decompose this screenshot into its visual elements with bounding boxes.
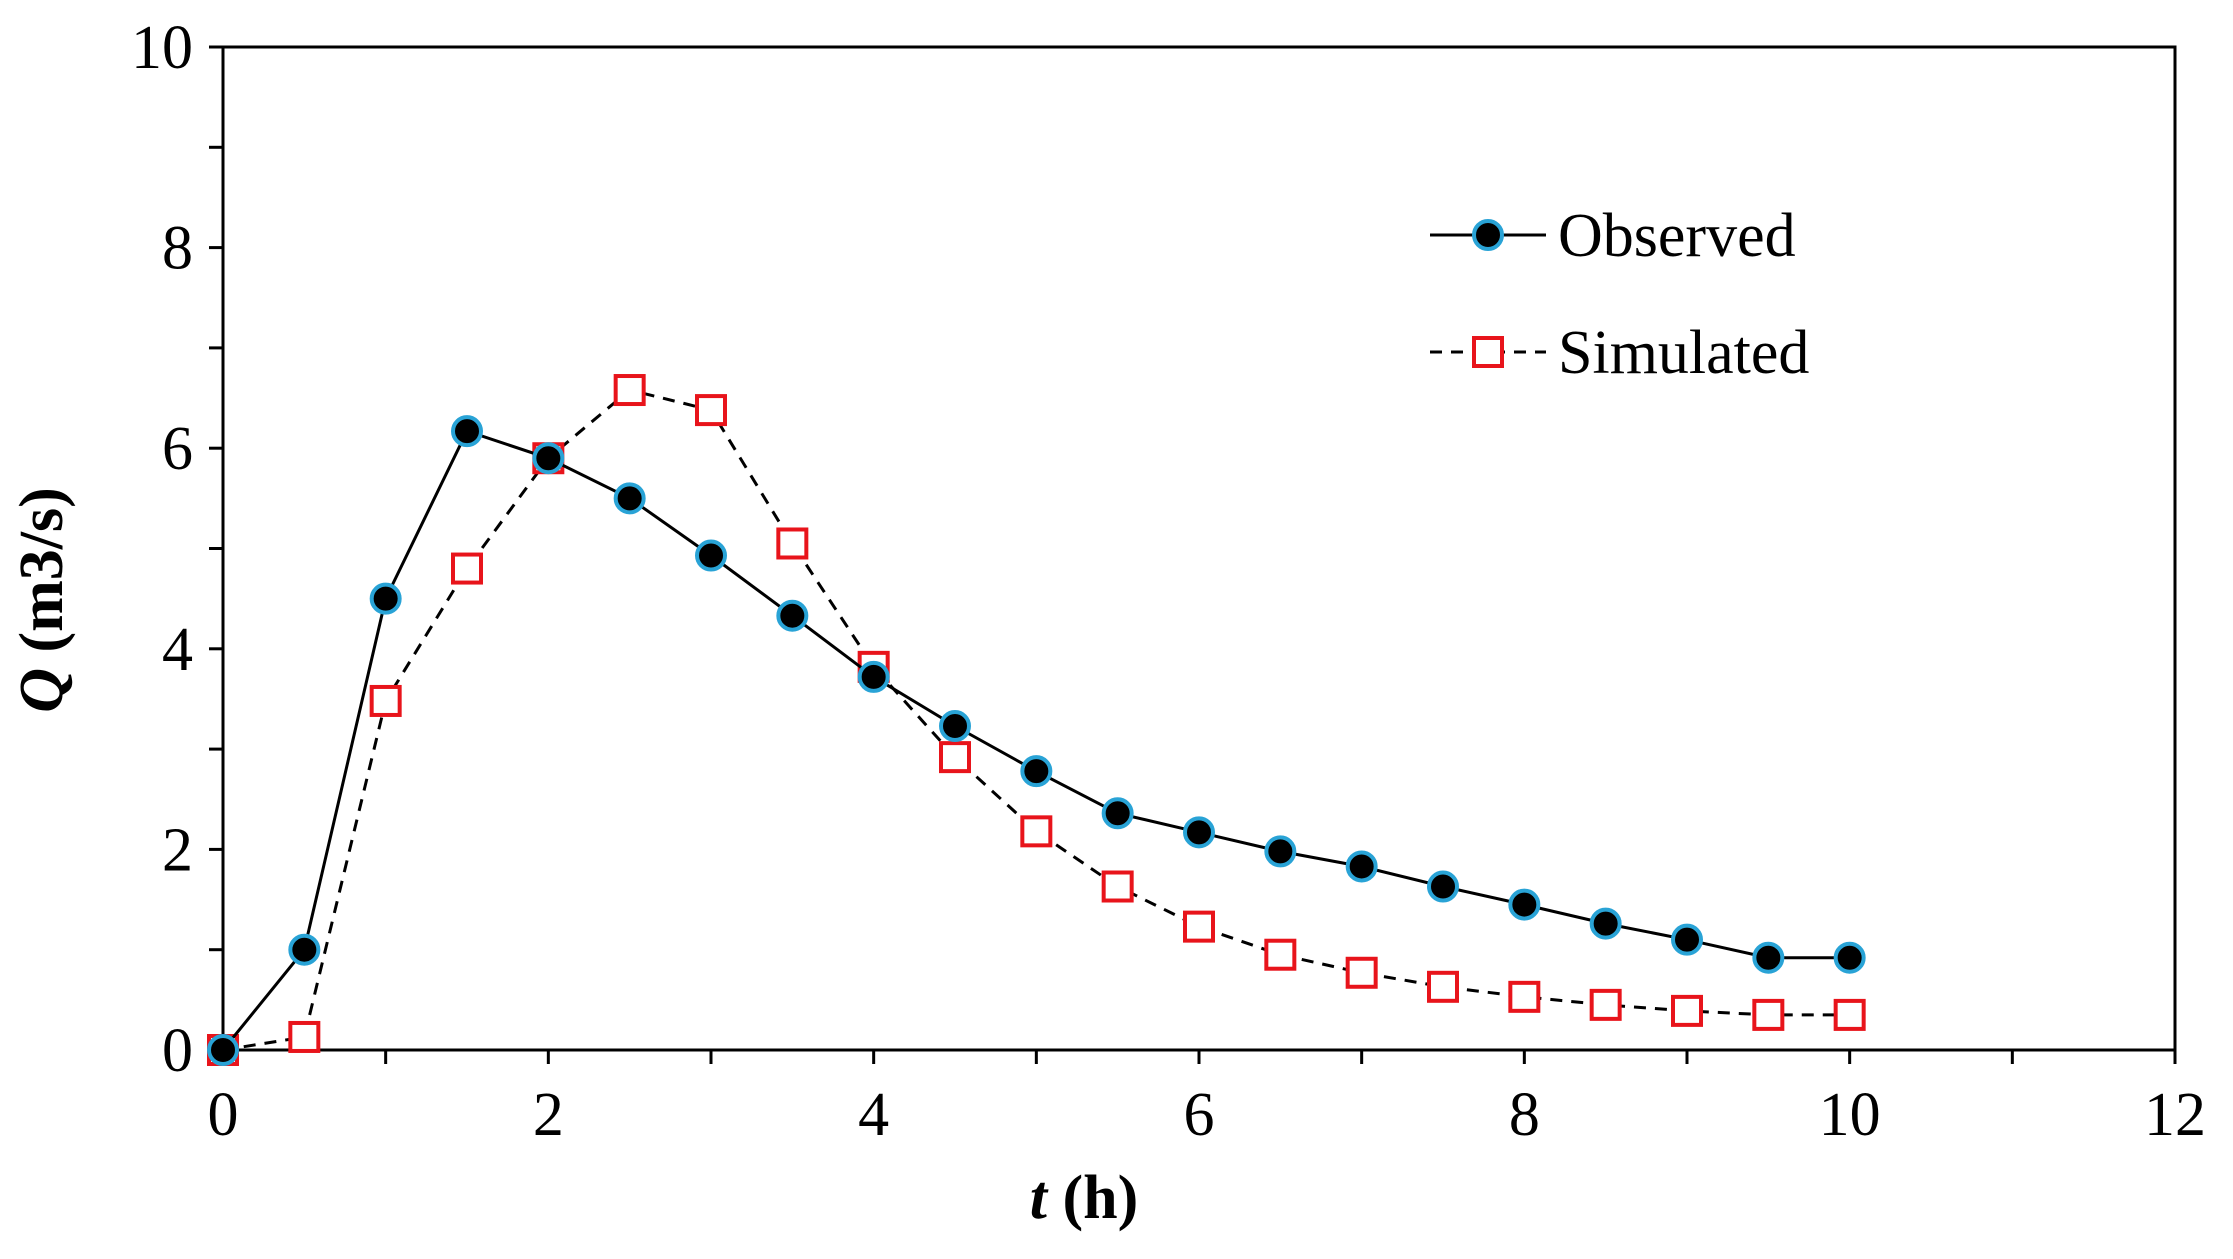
- marker-simulated: [1020, 815, 1053, 848]
- marker-observed: [369, 582, 402, 615]
- y-tick-label: 0: [162, 1017, 193, 1085]
- marker-observed: [1345, 850, 1378, 883]
- series-line-simulated: [222, 388, 1850, 1052]
- legend: Observed Simulated: [1430, 202, 1809, 387]
- marker-simulated: [369, 684, 402, 717]
- y-axis-variable: Q: [8, 668, 76, 713]
- marker-observed: [1020, 755, 1053, 788]
- x-tick-label: 2: [533, 1081, 564, 1149]
- x-tick-label: 12: [2144, 1081, 2206, 1149]
- legend-item-simulated: Simulated: [1430, 319, 1809, 387]
- marker-observed: [1508, 888, 1541, 921]
- marker-simulated: [776, 527, 809, 560]
- y-tick-label: 10: [131, 14, 193, 82]
- x-axis-unit: (h): [1047, 1164, 1138, 1232]
- marker-observed: [207, 1034, 239, 1066]
- marker-observed: [1101, 797, 1134, 830]
- marker-legend-observed: [1472, 219, 1504, 251]
- marker-observed: [1833, 941, 1866, 974]
- marker-observed: [939, 710, 971, 743]
- legend-label-simulated: Simulated: [1558, 319, 1809, 387]
- axes: 0 2 4 6 8 10 12 0 2 4 6 8 10: [131, 14, 2206, 1149]
- x-tick-label: 8: [1509, 1081, 1540, 1149]
- y-tick-label: 2: [162, 816, 193, 884]
- y-tick-label: 6: [162, 415, 193, 483]
- marker-simulated: [1508, 980, 1541, 1013]
- marker-observed: [776, 599, 809, 632]
- x-axis-variable: t: [1030, 1164, 1049, 1232]
- marker-simulated: [288, 1020, 321, 1053]
- x-tick-label: 6: [1184, 1081, 1215, 1149]
- marker-observed: [1671, 923, 1703, 956]
- plot-frame: [221, 45, 2177, 1052]
- marker-observed: [857, 660, 890, 693]
- marker-observed: [532, 442, 565, 475]
- marker-simulated: [1427, 970, 1459, 1003]
- marker-simulated: [1345, 956, 1378, 989]
- marker-simulated: [695, 394, 727, 427]
- x-tick-label: 0: [208, 1081, 239, 1149]
- marker-observed: [1264, 835, 1297, 868]
- y-tick-label: 8: [162, 215, 193, 283]
- marker-simulated: [451, 552, 483, 585]
- marker-observed: [451, 415, 483, 448]
- marker-observed: [288, 933, 321, 966]
- marker-observed: [1589, 907, 1622, 940]
- marker-simulated: [613, 374, 646, 407]
- y-axis-title: Q (m3/s): [8, 487, 76, 713]
- marker-observed: [613, 482, 646, 515]
- y-tick-label: 4: [162, 616, 193, 684]
- series-observed: [207, 415, 1866, 1066]
- marker-simulated: [939, 741, 971, 774]
- x-axis-title: t (h): [1030, 1164, 1139, 1232]
- marker-simulated: [1589, 988, 1622, 1021]
- series-simulated: [207, 374, 1866, 1066]
- marker-observed: [1183, 816, 1215, 849]
- marker-simulated: [1264, 938, 1297, 971]
- marker-legend-simulated: [1472, 336, 1504, 368]
- series-line-observed: [221, 429, 1850, 1051]
- marker-simulated: [1671, 994, 1703, 1027]
- x-tick-label: 4: [858, 1081, 889, 1149]
- legend-label-observed: Observed: [1558, 202, 1796, 270]
- series-layer: [207, 374, 1866, 1066]
- marker-simulated: [1183, 910, 1215, 943]
- marker-observed: [1752, 941, 1785, 974]
- marker-simulated: [1752, 998, 1785, 1031]
- legend-item-observed: Observed: [1430, 202, 1796, 270]
- marker-observed: [695, 539, 727, 572]
- marker-observed: [1427, 870, 1459, 903]
- marker-simulated: [1833, 998, 1866, 1031]
- marker-simulated: [1101, 870, 1134, 903]
- x-tick-label: 10: [1819, 1081, 1881, 1149]
- y-axis-unit: (m3/s): [8, 487, 76, 668]
